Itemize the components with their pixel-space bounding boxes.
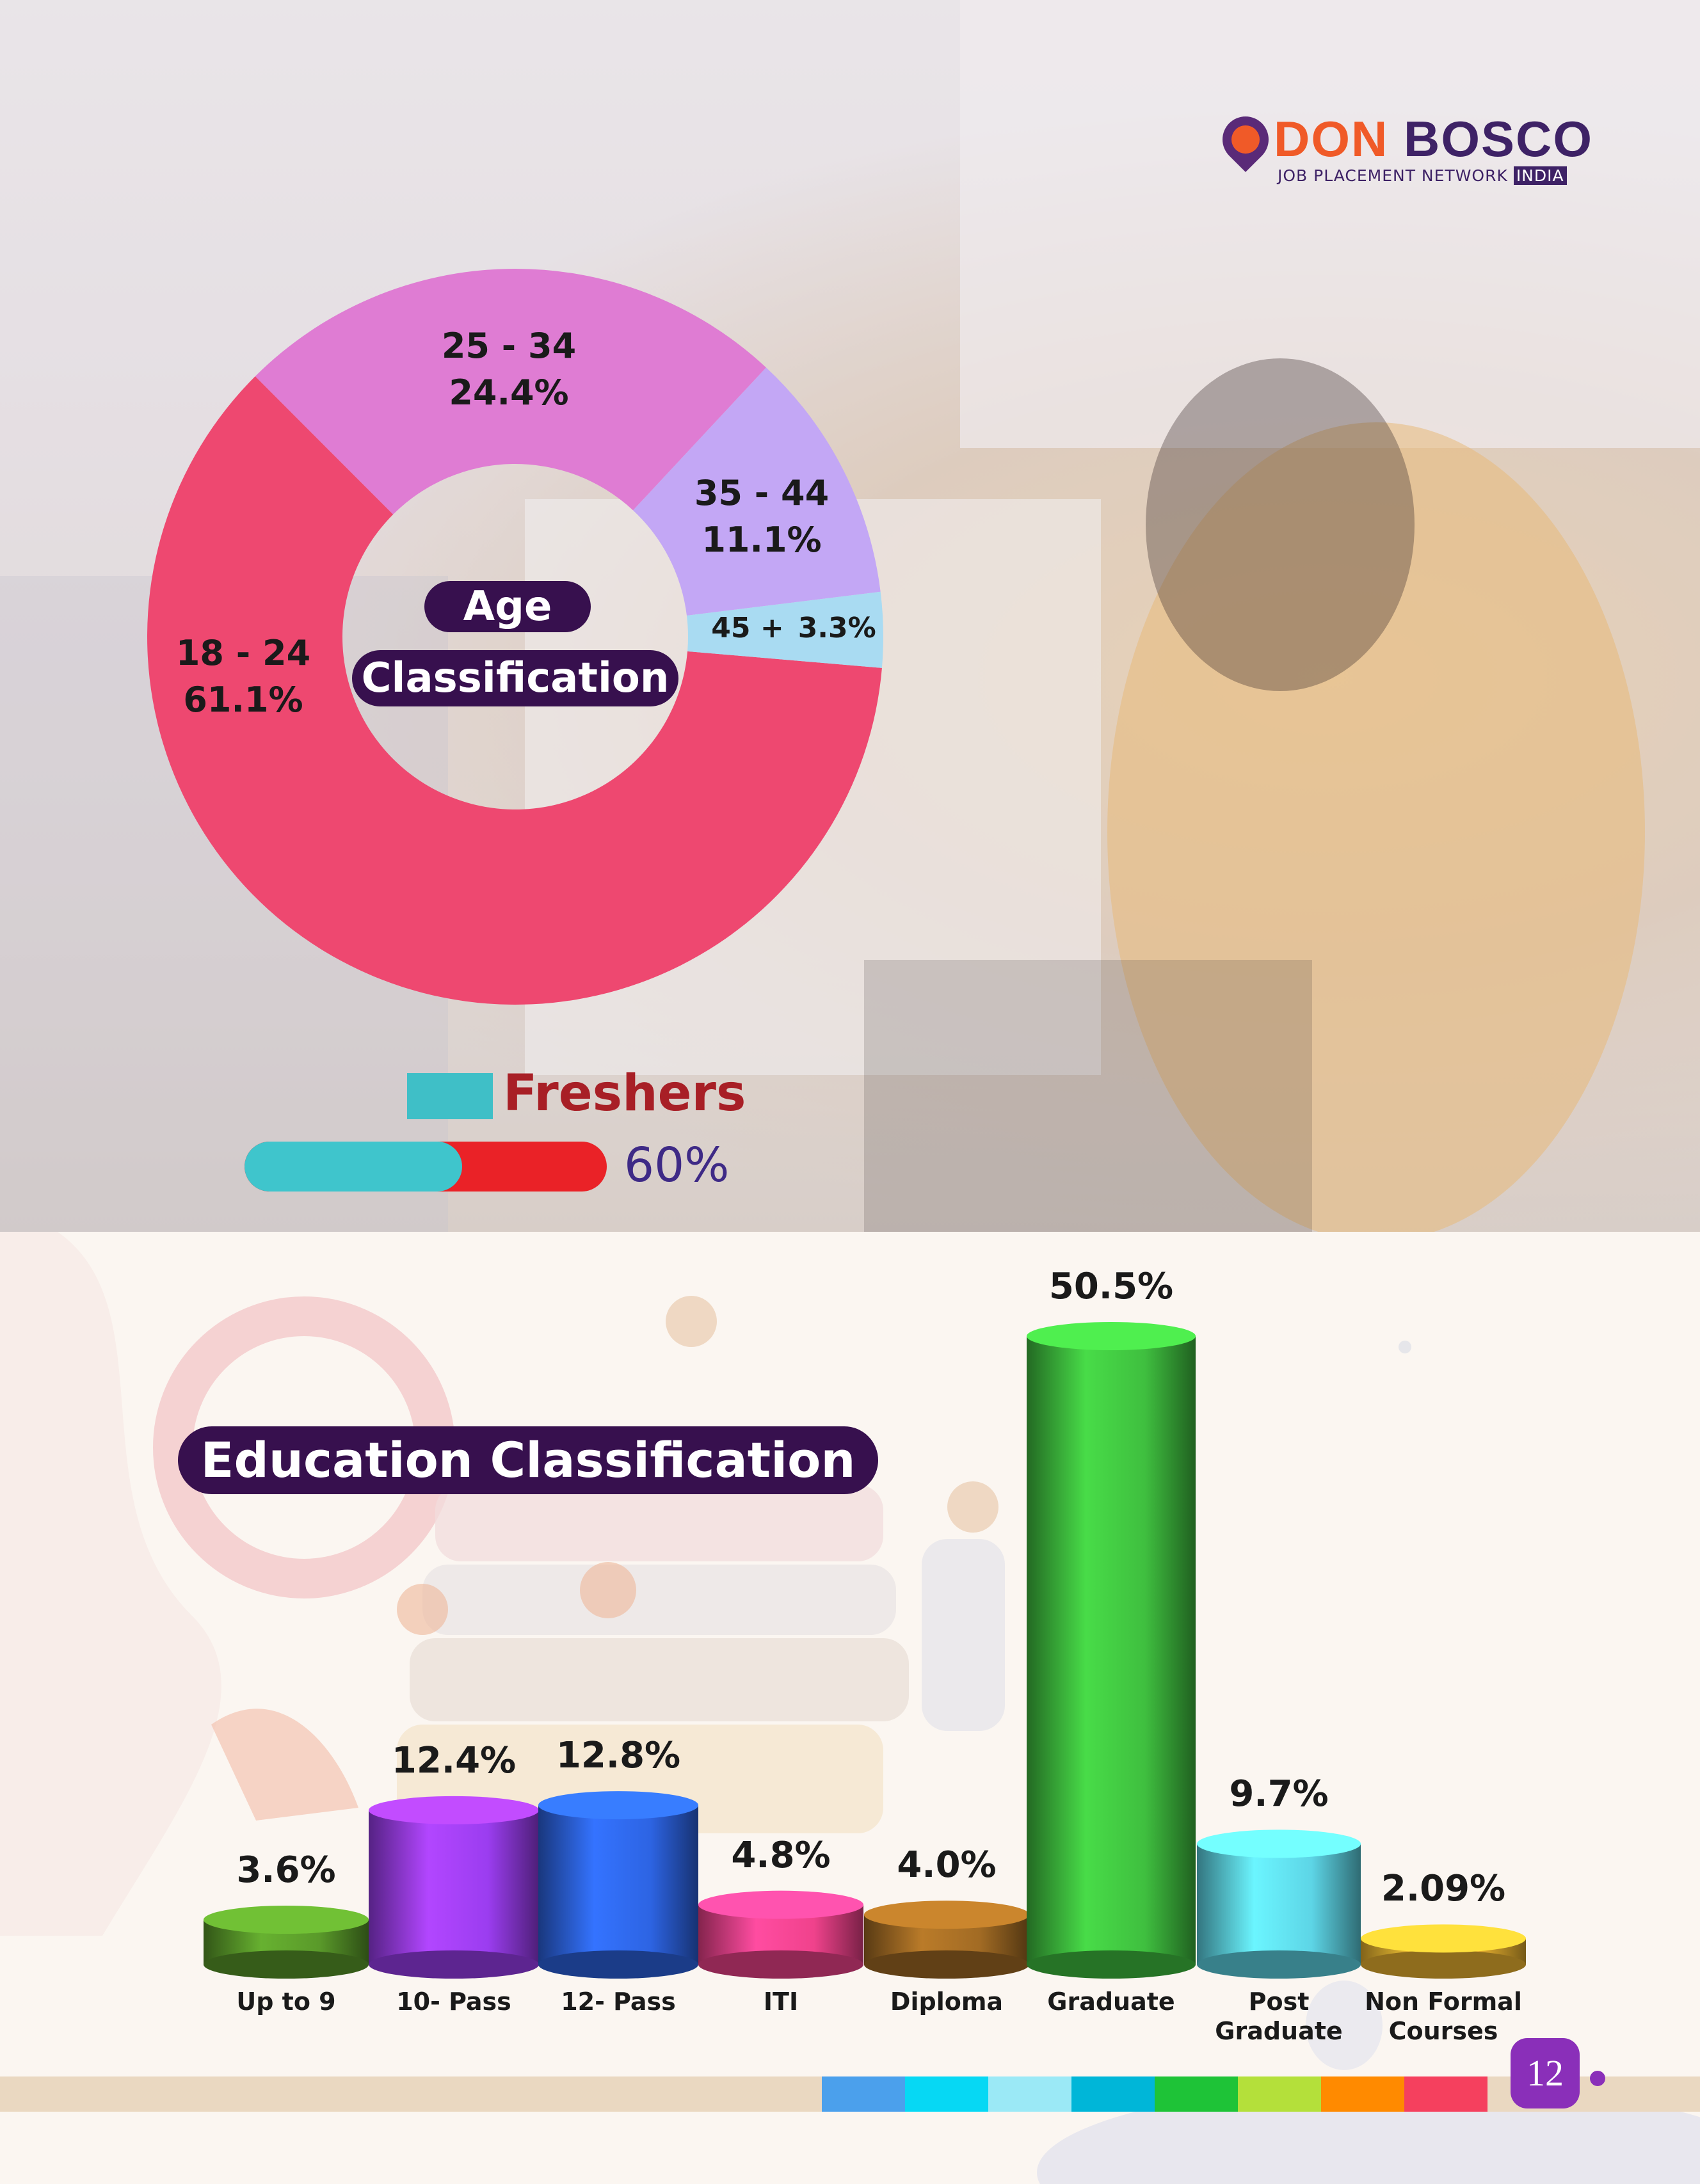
freshers-percent: 60% <box>624 1138 730 1193</box>
logo-title: DON BOSCO <box>1274 111 1594 167</box>
donut-category-label: 45 + <box>711 612 784 644</box>
footer-color-block <box>988 2076 1071 2112</box>
bar-category-label: 10- Pass <box>358 1988 550 2017</box>
bar-value-label: 3.6% <box>236 1849 336 1891</box>
donut-slice-1 <box>147 376 882 1005</box>
donut-value-label: 3.3% <box>798 612 876 644</box>
footer-color-block <box>1404 2076 1488 2112</box>
page-badge-dot <box>1590 2071 1605 2086</box>
bar-value-label: 4.0% <box>897 1844 997 1886</box>
education-section: Education Classification 3.6% Up to 9 12.4… <box>0 1232 1700 2184</box>
footer-color-block <box>1155 2076 1238 2112</box>
freshers-legend-swatch <box>407 1073 493 1119</box>
donut-label-3: 35 - 44 11.1% <box>634 470 890 564</box>
freshers-progress-bar <box>245 1142 607 1192</box>
bar-6 <box>1027 1322 1196 1979</box>
donut-category-label: 35 - 44 <box>694 473 830 513</box>
education-title: Education Classification <box>178 1426 878 1494</box>
category-line1: Up to 9 <box>236 1988 336 2016</box>
bar-value-label: 9.7% <box>1229 1773 1329 1815</box>
bar-value-label: 12.8% <box>556 1735 681 1777</box>
footer-color-block <box>822 2076 905 2112</box>
donut-slice-2 <box>255 269 766 514</box>
logo-subtitle: JOB PLACEMENT NETWORK INDIA <box>1278 166 1567 185</box>
don-bosco-logo: DON BOSCO JOB PLACEMENT NETWORK INDIA <box>1213 107 1592 191</box>
footer-color-block <box>1071 2076 1155 2112</box>
age-donut-chart <box>147 269 884 1005</box>
education-bar-chart <box>204 1322 1526 1979</box>
bar-8 <box>1361 1924 1526 1979</box>
education-illustration <box>0 1232 1700 2184</box>
bar-value-label: 50.5% <box>1048 1266 1174 1307</box>
category-line1: Graduate <box>1047 1988 1175 2016</box>
bar-7 <box>1197 1829 1361 1979</box>
bar-4 <box>698 1890 863 1979</box>
bar-category-label: ITI <box>685 1988 877 2017</box>
category-line1: 12- Pass <box>561 1988 676 2016</box>
footer-color-block <box>1321 2076 1404 2112</box>
donut-value-label: 24.4% <box>449 372 569 413</box>
category-line1: Non Formal <box>1365 1988 1522 2016</box>
donut-value-label: 11.1% <box>702 519 822 560</box>
bar-category-label: Post Graduate <box>1183 1988 1375 2046</box>
freshers-progress-fill <box>245 1142 462 1192</box>
donut-label-4: 45 + 3.3% <box>666 609 922 647</box>
bar-category-label: Graduate <box>1015 1988 1207 2017</box>
age-title-line1: Age <box>424 581 591 632</box>
donut-category-label: 25 - 34 <box>441 326 577 366</box>
bar-category-label: 12- Pass <box>522 1988 714 2017</box>
bar-category-label: Non Formal Courses <box>1347 1988 1539 2046</box>
page-number: 12 <box>1511 2038 1580 2108</box>
bar-1 <box>204 1905 369 1979</box>
category-line1: Post <box>1248 1988 1310 2016</box>
donut-slice-3 <box>633 367 881 616</box>
donut-label-1: 18 - 24 61.1% <box>115 630 371 724</box>
bar-5 <box>864 1901 1029 1979</box>
bar-2 <box>369 1796 539 1979</box>
footer-color-block <box>1238 2076 1321 2112</box>
footer-color-block <box>905 2076 988 2112</box>
bar-category-label: Up to 9 <box>190 1988 382 2017</box>
bar-3 <box>538 1791 698 1979</box>
bar-value-label: 2.09% <box>1381 1868 1506 1910</box>
donut-value-label: 61.1% <box>183 679 303 720</box>
bar-category-label: Diploma <box>851 1988 1043 2017</box>
donut-label-2: 25 - 34 24.4% <box>381 323 637 417</box>
freshers-label: Freshers <box>503 1065 746 1122</box>
category-line2: Graduate <box>1215 2016 1343 2045</box>
age-title-line2: Classification <box>352 650 678 706</box>
category-line1: Diploma <box>890 1988 1004 2016</box>
category-line1: ITI <box>763 1988 799 2016</box>
donut-slice-4 <box>686 591 884 668</box>
category-line1: 10- Pass <box>396 1988 511 2016</box>
category-line2: Courses <box>1388 2016 1498 2045</box>
hero-photo-section: DON BOSCO JOB PLACEMENT NETWORK INDIA Ag… <box>0 0 1700 1232</box>
donut-category-label: 18 - 24 <box>175 633 311 673</box>
bar-value-label: 4.8% <box>731 1834 831 1876</box>
bar-value-label: 12.4% <box>391 1739 517 1781</box>
